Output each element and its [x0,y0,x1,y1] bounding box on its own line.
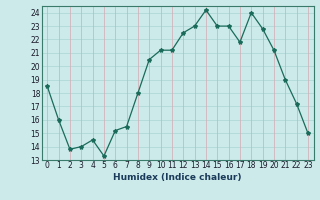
X-axis label: Humidex (Indice chaleur): Humidex (Indice chaleur) [113,173,242,182]
